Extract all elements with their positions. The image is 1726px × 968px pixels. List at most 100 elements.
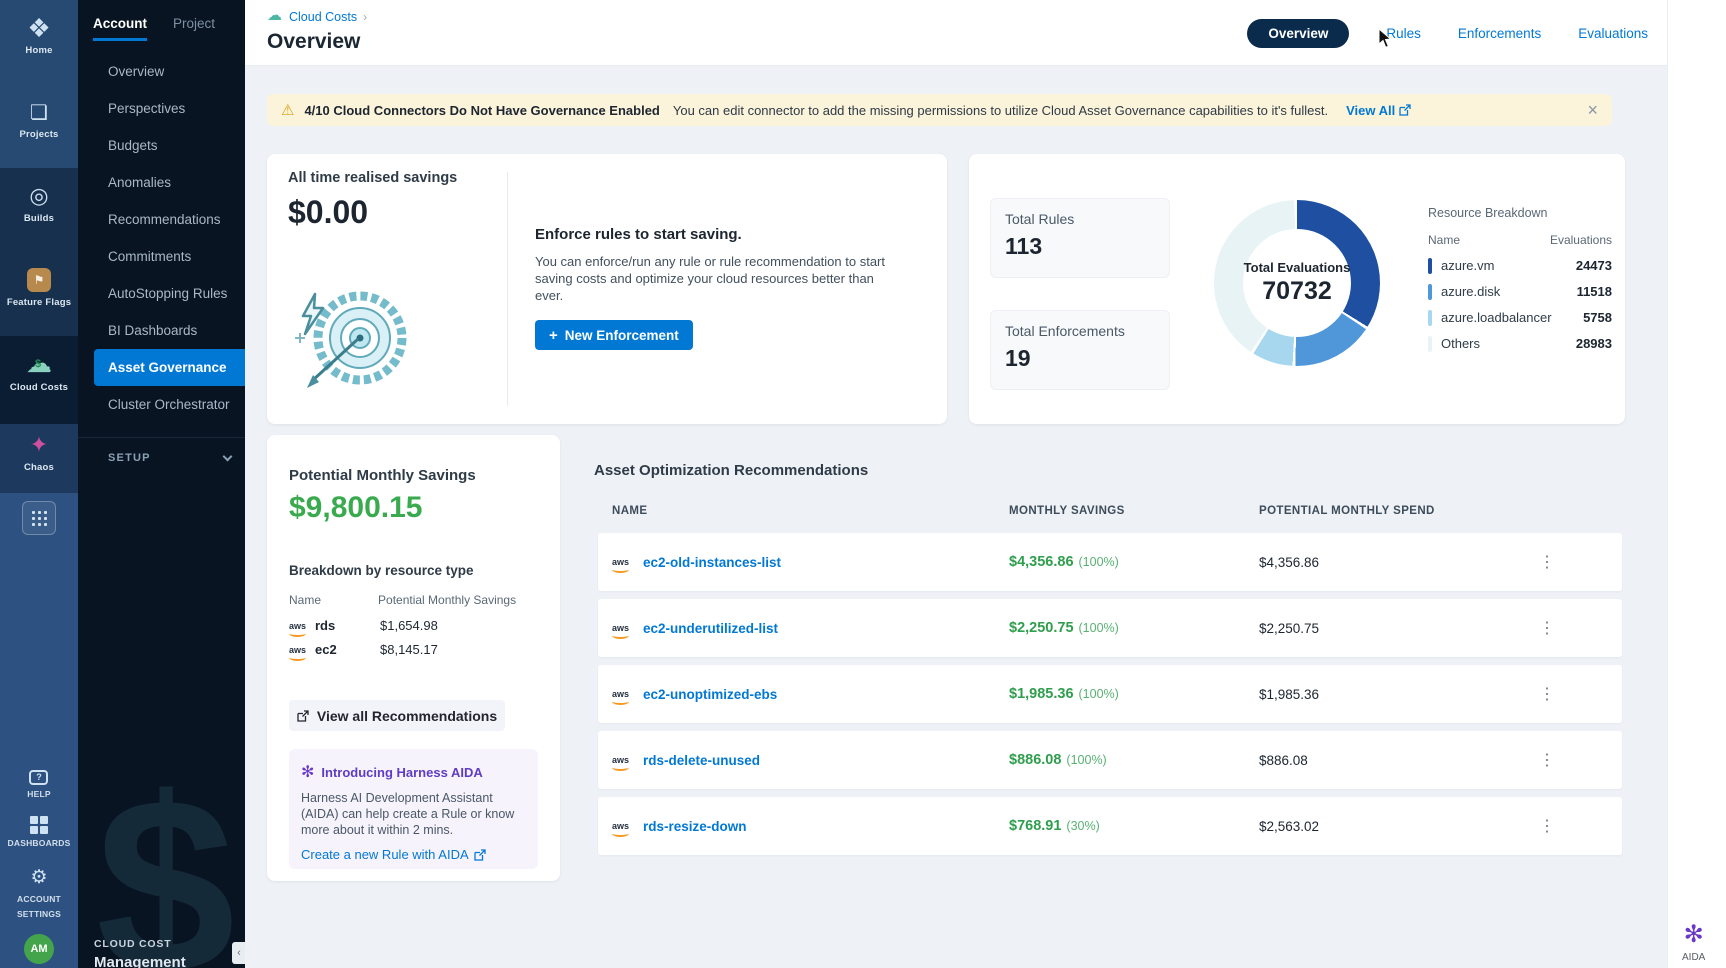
breadcrumb-cloud-costs[interactable]: Cloud Costs bbox=[289, 10, 357, 24]
aida-assistant-button[interactable]: AIDA bbox=[1682, 920, 1705, 963]
table-row[interactable]: awsec2-underutilized-list $2,250.75(100%… bbox=[598, 599, 1622, 657]
account-settings-label-1: ACCOUNT bbox=[17, 895, 61, 905]
tab-account[interactable]: Account bbox=[93, 16, 147, 41]
total-enforcements-label: Total Enforcements bbox=[1005, 323, 1155, 339]
page-title: Overview bbox=[267, 30, 360, 54]
rail-module-label: Cloud Costs bbox=[10, 383, 68, 394]
breakdown-table-header: Name Potential Monthly Savings bbox=[289, 593, 539, 607]
module-rail: Home Projects Builds Feature Flags Cloud… bbox=[0, 0, 78, 968]
recommendations-title: Asset Optimization Recommendations bbox=[594, 462, 868, 479]
sidebar-item-budgets[interactable]: Budgets bbox=[78, 127, 245, 164]
sidebar-item-perspectives[interactable]: Perspectives bbox=[78, 90, 245, 127]
cloud-costs-icon bbox=[267, 9, 283, 24]
aws-icon: aws bbox=[612, 689, 632, 699]
rail-module-builds[interactable]: Builds bbox=[0, 168, 78, 252]
donut-center: Total Evaluations 70732 bbox=[1243, 229, 1351, 337]
app-root: Home Projects Builds Feature Flags Cloud… bbox=[0, 0, 1726, 968]
tab-overview[interactable]: Overview bbox=[1247, 19, 1349, 48]
dashboards-label: DASHBOARDS bbox=[8, 839, 71, 849]
cloud-dollar-icon bbox=[25, 352, 53, 378]
col-name: NAME bbox=[612, 505, 1009, 517]
tab-project[interactable]: Project bbox=[173, 16, 215, 41]
sidebar-item-overview[interactable]: Overview bbox=[78, 53, 245, 90]
view-all-link[interactable]: View All bbox=[1346, 103, 1411, 118]
breakdown-col-name: Name bbox=[1428, 233, 1460, 247]
new-enforcement-button[interactable]: New Enforcement bbox=[535, 320, 693, 350]
kebab-menu-icon[interactable] bbox=[1535, 684, 1559, 704]
col-potential-monthly-spend: POTENTIAL MONTHLY SPEND bbox=[1259, 505, 1535, 517]
sidebar-item-recommendations[interactable]: Recommendations bbox=[78, 201, 245, 238]
gear-icon bbox=[30, 864, 47, 890]
governance-warning-banner: 4/10 Cloud Connectors Do Not Have Govern… bbox=[267, 94, 1612, 126]
recommendation-link[interactable]: ec2-unoptimized-ebs bbox=[643, 687, 777, 702]
rail-module-label: Feature Flags bbox=[7, 298, 71, 309]
sidebar-item-commitments[interactable]: Commitments bbox=[78, 238, 245, 275]
right-edge-panel: AIDA bbox=[1667, 0, 1726, 968]
sidebar-item-asset-governance[interactable]: Asset Governance bbox=[94, 349, 245, 386]
governance-tabs: Overview Rules Enforcements Evaluations bbox=[1247, 0, 1648, 66]
aws-icon: aws bbox=[612, 623, 632, 633]
help-label: HELP bbox=[27, 790, 50, 800]
view-all-recommendations-button[interactable]: View all Recommendations bbox=[289, 700, 505, 731]
legend-swatch bbox=[1428, 336, 1432, 352]
recommendation-link[interactable]: ec2-underutilized-list bbox=[643, 621, 778, 636]
sidebar-item-bi-dashboards[interactable]: BI Dashboards bbox=[78, 312, 245, 349]
donut-center-label: Total Evaluations bbox=[1244, 260, 1351, 275]
user-avatar[interactable]: AM bbox=[24, 934, 54, 964]
rail-module-label: Chaos bbox=[24, 463, 54, 474]
aida-body: Harness AI Development Assistant (AIDA) … bbox=[301, 790, 526, 838]
aida-flower-icon bbox=[301, 762, 314, 782]
sidebar-item-anomalies[interactable]: Anomalies bbox=[78, 164, 245, 201]
table-row[interactable]: awsrds-resize-down $768.91(30%) $2,563.0… bbox=[598, 797, 1622, 855]
kebab-menu-icon[interactable] bbox=[1535, 552, 1559, 572]
kebab-menu-icon[interactable] bbox=[1535, 816, 1559, 836]
table-row[interactable]: awsrds-delete-unused $886.08(100%) $886.… bbox=[598, 731, 1622, 789]
enforce-cta-title: Enforce rules to start saving. bbox=[535, 226, 742, 243]
rail-module-label: Builds bbox=[24, 214, 54, 225]
tab-rules[interactable]: Rules bbox=[1386, 26, 1421, 41]
total-enforcements-value: 19 bbox=[1005, 345, 1155, 372]
harness-logo-icon bbox=[27, 15, 50, 41]
create-rule-with-aida-link[interactable]: Create a new Rule with AIDA bbox=[301, 847, 526, 862]
plus-icon bbox=[549, 327, 558, 344]
page-header: Cloud Costs › Overview Overview Rules En… bbox=[245, 0, 1667, 66]
aws-icon: aws bbox=[612, 755, 632, 765]
tab-enforcements[interactable]: Enforcements bbox=[1458, 26, 1541, 41]
potential-savings-card: Potential Monthly Savings $9,800.15 Brea… bbox=[267, 435, 560, 881]
tab-evaluations[interactable]: Evaluations bbox=[1578, 26, 1648, 41]
aida-flower-icon bbox=[1684, 920, 1704, 949]
setup-section-toggle[interactable]: SETUP bbox=[78, 437, 245, 464]
dashboards-button[interactable]: DASHBOARDS bbox=[8, 816, 71, 849]
account-settings-button[interactable]: ACCOUNT SETTINGS bbox=[17, 864, 61, 920]
evaluations-donut-chart: Total Evaluations 70732 bbox=[1214, 200, 1380, 366]
rail-module-projects[interactable]: Projects bbox=[0, 84, 78, 168]
legend-row-azure-disk: azure.disk 11518 bbox=[1428, 284, 1612, 299]
aida-title: Introducing Harness AIDA bbox=[321, 765, 482, 780]
module-picker-button[interactable] bbox=[22, 501, 56, 535]
rail-module-label: Projects bbox=[19, 130, 58, 141]
potential-savings-title: Potential Monthly Savings bbox=[289, 467, 476, 484]
sidebar-item-cluster-orchestrator[interactable]: Cluster Orchestrator bbox=[78, 386, 245, 423]
aws-icon: aws bbox=[612, 557, 632, 567]
recommendation-link[interactable]: ec2-old-instances-list bbox=[643, 555, 781, 570]
kebab-menu-icon[interactable] bbox=[1535, 618, 1559, 638]
rail-module-home[interactable]: Home bbox=[0, 0, 78, 84]
vertical-divider bbox=[507, 172, 508, 406]
help-button[interactable]: ? HELP bbox=[27, 770, 50, 800]
close-icon[interactable] bbox=[1587, 101, 1598, 119]
realised-savings-label: All time realised savings bbox=[288, 170, 457, 186]
table-row[interactable]: awsec2-old-instances-list $4,356.86(100%… bbox=[598, 533, 1622, 591]
kebab-menu-icon[interactable] bbox=[1535, 750, 1559, 770]
rail-module-cloud-costs[interactable]: Cloud Costs bbox=[0, 336, 78, 424]
recommendation-link[interactable]: rds-resize-down bbox=[643, 819, 747, 834]
rail-module-label: Home bbox=[25, 46, 52, 57]
rail-module-feature-flags[interactable]: Feature Flags bbox=[0, 252, 78, 336]
legend-swatch bbox=[1428, 258, 1432, 274]
sidebar-collapse-handle[interactable]: ‹ bbox=[232, 942, 245, 964]
sidebar-footer-title: CLOUD COST bbox=[94, 938, 171, 950]
sidebar-item-autostopping-rules[interactable]: AutoStopping Rules bbox=[78, 275, 245, 312]
rail-module-chaos[interactable]: Chaos bbox=[0, 424, 78, 493]
realised-savings-amount: $0.00 bbox=[288, 194, 368, 231]
table-row[interactable]: awsec2-unoptimized-ebs $1,985.36(100%) $… bbox=[598, 665, 1622, 723]
recommendation-link[interactable]: rds-delete-unused bbox=[643, 753, 760, 768]
